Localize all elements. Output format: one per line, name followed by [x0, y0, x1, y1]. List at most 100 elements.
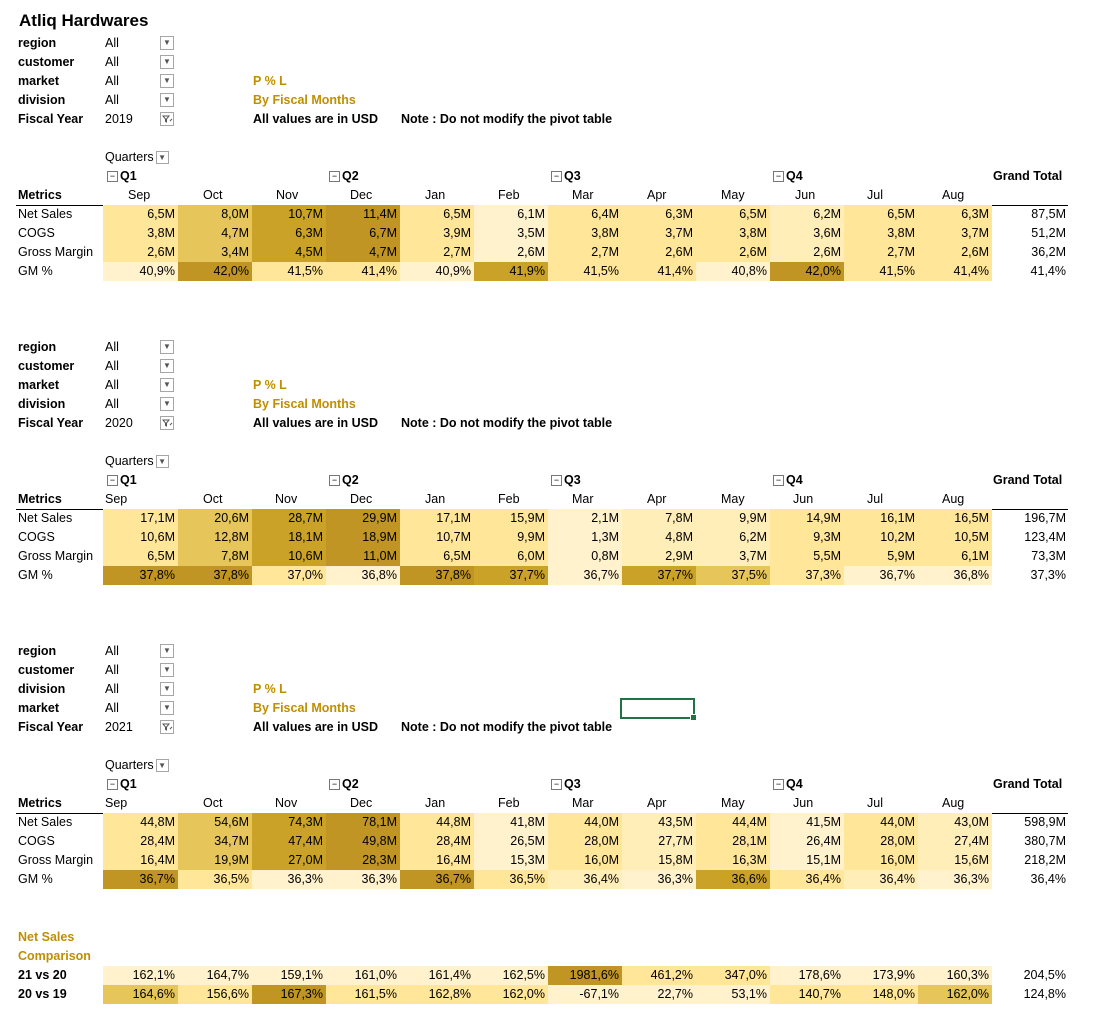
grand-total-cell[interactable]: 380,7M [1024, 834, 1066, 848]
grand-total-cell[interactable]: 196,7M [1024, 511, 1066, 525]
pivot-cell[interactable]: 27,4M [918, 832, 992, 851]
dropdown-icon[interactable]: ▼ [160, 359, 174, 373]
quarter-header[interactable]: − Q4 [773, 471, 803, 490]
pivot-cell[interactable]: 29,9M [326, 509, 400, 528]
pivot-cell[interactable]: 6,4M [548, 205, 622, 224]
pivot-cell[interactable]: 36,4% [844, 870, 918, 889]
pivot-cell[interactable]: 6,0M [474, 547, 548, 566]
quarter-header[interactable]: − Q3 [551, 167, 581, 186]
dropdown-icon[interactable]: ▼ [155, 759, 169, 773]
comparison-cell[interactable]: 1981,6% [548, 966, 622, 985]
pivot-cell[interactable]: 16,4M [103, 851, 178, 870]
dropdown-icon[interactable]: ▼ [160, 644, 174, 658]
collapse-icon[interactable]: − [773, 779, 784, 790]
pivot-cell[interactable]: 2,6M [474, 243, 548, 262]
pivot-cell[interactable]: 10,5M [918, 528, 992, 547]
quarter-header[interactable]: − Q1 [107, 167, 137, 186]
comparison-cell[interactable]: 162,0% [474, 985, 548, 1004]
pivot-cell[interactable]: 20,6M [178, 509, 252, 528]
pivot-cell[interactable]: 2,7M [844, 243, 918, 262]
pivot-cell[interactable]: 6,5M [696, 205, 770, 224]
pivot-cell[interactable]: 41,4% [326, 262, 400, 281]
pivot-cell[interactable]: 3,7M [622, 224, 696, 243]
collapse-icon[interactable]: − [107, 475, 118, 486]
comparison-cell[interactable]: 164,6% [103, 985, 178, 1004]
pivot-cell[interactable]: 16,3M [696, 851, 770, 870]
quarter-header[interactable]: − Q3 [551, 471, 581, 490]
pivot-cell[interactable]: 28,4M [103, 832, 178, 851]
quarters-field-header[interactable]: Quarters ▼ [105, 452, 169, 471]
pivot-cell[interactable]: 6,3M [918, 205, 992, 224]
pivot-cell[interactable]: 37,7% [622, 566, 696, 585]
comparison-cell[interactable]: 161,0% [326, 966, 400, 985]
pivot-cell[interactable]: 36,5% [474, 870, 548, 889]
comparison-cell[interactable]: 160,3% [918, 966, 992, 985]
pivot-cell[interactable]: 9,9M [474, 528, 548, 547]
pivot-cell[interactable]: 43,5M [622, 813, 696, 832]
pivot-cell[interactable]: 15,1M [770, 851, 844, 870]
pivot-cell[interactable]: 5,9M [844, 547, 918, 566]
quarters-field-header[interactable]: Quarters ▼ [105, 148, 169, 167]
pivot-cell[interactable]: 27,7M [622, 832, 696, 851]
pivot-cell[interactable]: 3,7M [918, 224, 992, 243]
pivot-cell[interactable]: 36,3% [622, 870, 696, 889]
pivot-cell[interactable]: 10,7M [400, 528, 474, 547]
pivot-cell[interactable]: 10,6M [252, 547, 326, 566]
pivot-cell[interactable]: 37,8% [103, 566, 178, 585]
pivot-cell[interactable]: 74,3M [252, 813, 326, 832]
pivot-cell[interactable]: 2,6M [918, 243, 992, 262]
selected-cell[interactable] [620, 698, 697, 721]
quarter-header[interactable]: − Q2 [329, 775, 359, 794]
comparison-cell[interactable]: 156,6% [178, 985, 252, 1004]
pivot-cell[interactable]: 40,9% [400, 262, 474, 281]
quarter-header[interactable]: − Q2 [329, 167, 359, 186]
collapse-icon[interactable]: − [773, 475, 784, 486]
pivot-cell[interactable]: 2,1M [548, 509, 622, 528]
pivot-cell[interactable]: 37,0% [252, 566, 326, 585]
pivot-cell[interactable]: 44,8M [103, 813, 178, 832]
pivot-cell[interactable]: 3,8M [548, 224, 622, 243]
pivot-cell[interactable]: 36,5% [178, 870, 252, 889]
collapse-icon[interactable]: − [107, 779, 118, 790]
pivot-cell[interactable]: 3,4M [178, 243, 252, 262]
pivot-cell[interactable]: 36,3% [326, 870, 400, 889]
collapse-icon[interactable]: − [329, 171, 340, 182]
pivot-cell[interactable]: 3,8M [844, 224, 918, 243]
pivot-cell[interactable]: 41,4% [918, 262, 992, 281]
pivot-cell[interactable]: 15,8M [622, 851, 696, 870]
comparison-cell[interactable]: -67,1% [548, 985, 622, 1004]
grand-total-cell[interactable]: 36,4% [1030, 872, 1066, 886]
pivot-cell[interactable]: 47,4M [252, 832, 326, 851]
comparison-cell[interactable]: 159,1% [252, 966, 326, 985]
pivot-cell[interactable]: 5,5M [770, 547, 844, 566]
collapse-icon[interactable]: − [329, 475, 340, 486]
pivot-cell[interactable]: 41,4% [622, 262, 696, 281]
pivot-cell[interactable]: 6,5M [400, 205, 474, 224]
pivot-cell[interactable]: 6,3M [252, 224, 326, 243]
dropdown-icon[interactable]: ▼ [160, 340, 174, 354]
pivot-cell[interactable]: 1,3M [548, 528, 622, 547]
dropdown-icon[interactable]: ▼ [160, 74, 174, 88]
pivot-cell[interactable]: 2,6M [696, 243, 770, 262]
pivot-cell[interactable]: 42,0% [178, 262, 252, 281]
pivot-cell[interactable]: 37,7% [474, 566, 548, 585]
pivot-cell[interactable]: 19,9M [178, 851, 252, 870]
pivot-cell[interactable]: 6,2M [696, 528, 770, 547]
comparison-cell[interactable]: 148,0% [844, 985, 918, 1004]
pivot-cell[interactable]: 15,3M [474, 851, 548, 870]
pivot-cell[interactable]: 41,5% [844, 262, 918, 281]
pivot-cell[interactable]: 2,6M [770, 243, 844, 262]
collapse-icon[interactable]: − [329, 779, 340, 790]
comparison-cell[interactable]: 164,7% [178, 966, 252, 985]
dropdown-icon[interactable]: ▼ [155, 455, 169, 469]
pivot-cell[interactable]: 41,9% [474, 262, 548, 281]
pivot-cell[interactable]: 10,7M [252, 205, 326, 224]
pivot-cell[interactable]: 36,4% [548, 870, 622, 889]
pivot-cell[interactable]: 15,6M [918, 851, 992, 870]
pivot-cell[interactable]: 36,3% [252, 870, 326, 889]
pivot-cell[interactable]: 9,3M [770, 528, 844, 547]
comparison-total-cell[interactable]: 124,8% [1023, 987, 1066, 1001]
grand-total-cell[interactable]: 218,2M [1024, 853, 1066, 867]
quarters-field-header[interactable]: Quarters ▼ [105, 756, 169, 775]
quarter-header[interactable]: − Q2 [329, 471, 359, 490]
